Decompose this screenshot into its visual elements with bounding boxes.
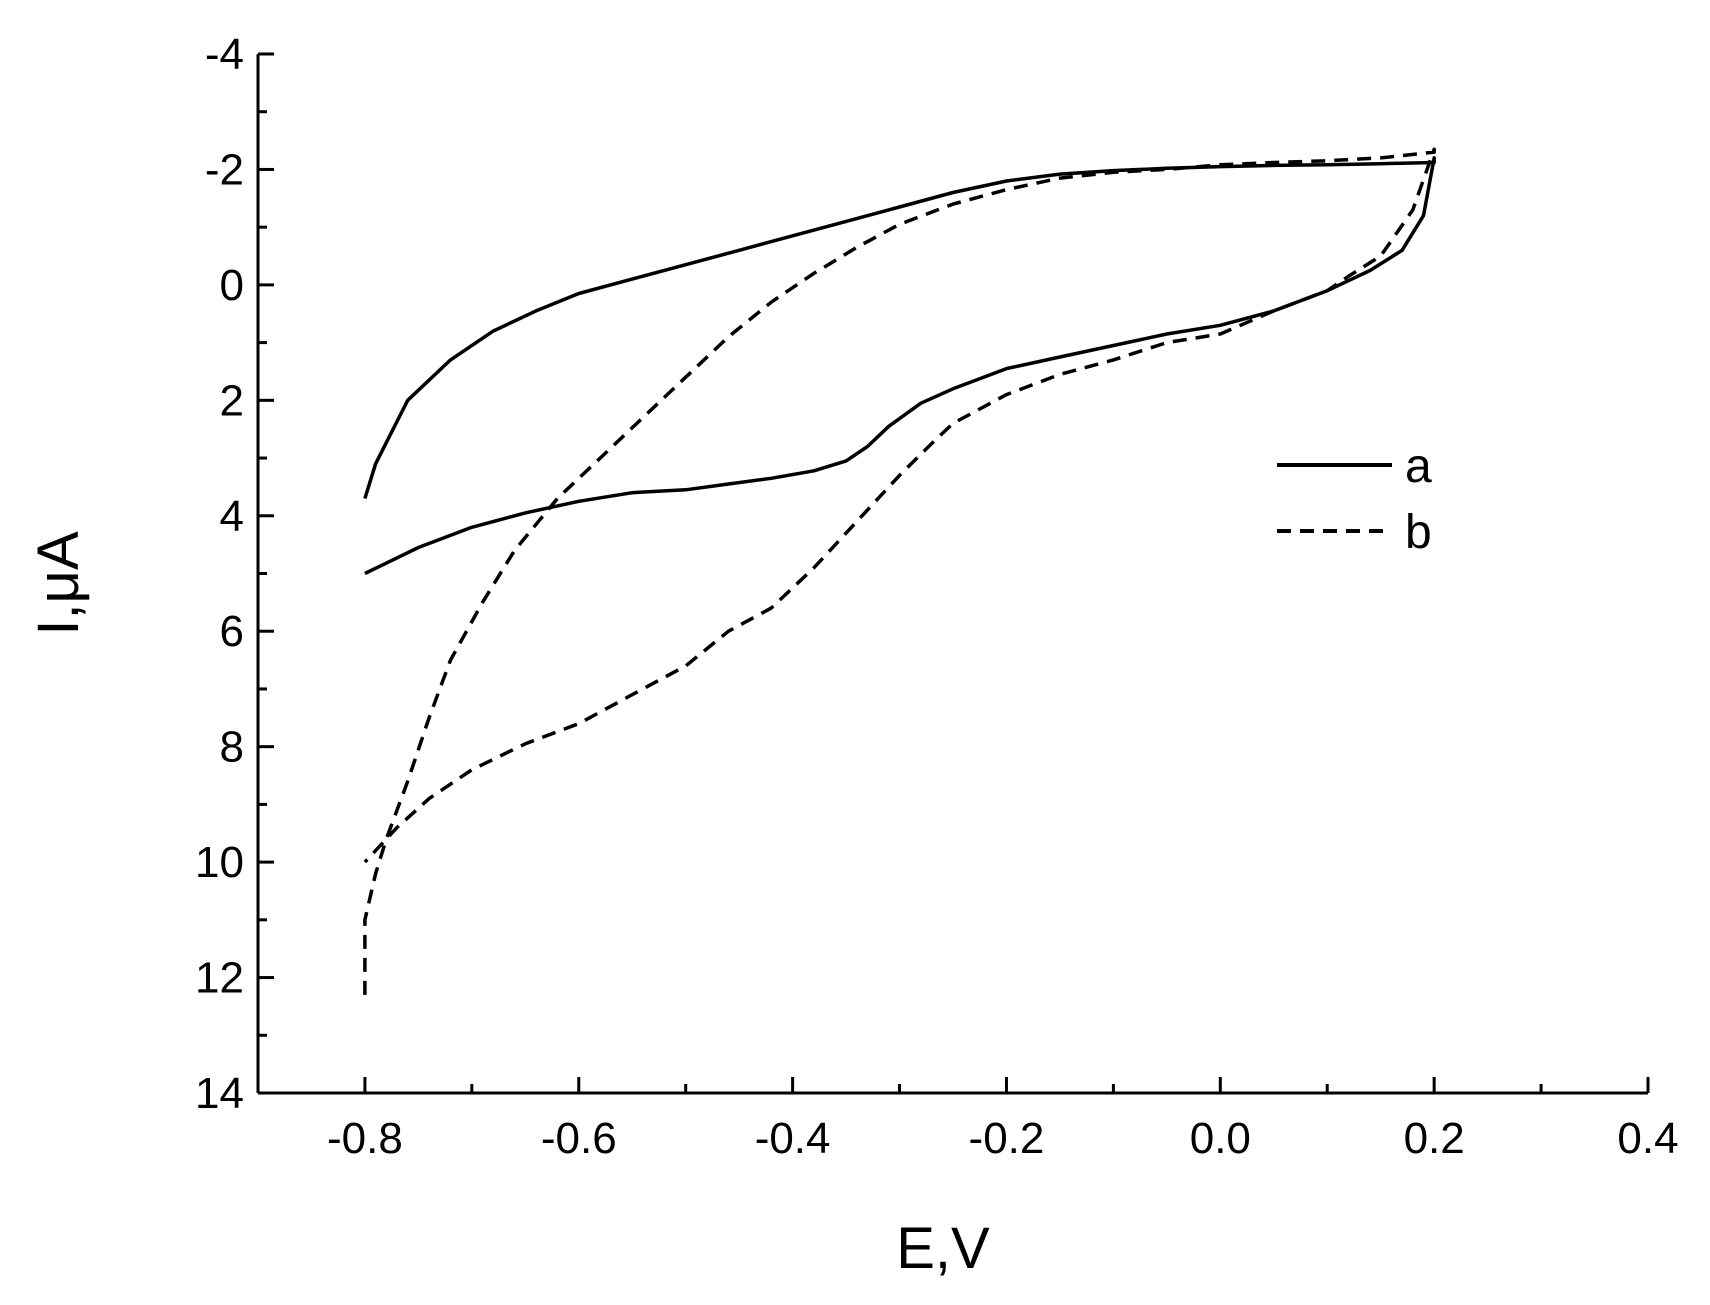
y-tick-label: 4 [220,492,244,541]
y-tick-label: 6 [220,607,244,656]
legend-label-b: b [1405,506,1432,559]
y-tick-label: -2 [205,145,244,194]
y-tick-label: -4 [205,30,244,79]
y-axis-title: I,μA [26,531,91,636]
y-tick-label: 2 [220,376,244,425]
axis-ticks [256,52,1650,1095]
x-tick-label: -0.6 [541,1114,617,1163]
x-tick-label: -0.2 [969,1114,1045,1163]
axes [256,54,1648,1095]
x-tick-label: -0.4 [755,1114,831,1163]
series-layer [363,147,1436,995]
axis-labels: -4 -2 0 2 4 6 8 10 12 14 -0.8 -0.6 -0.4 -0.2 0.0 0.2 0.4… [26,30,1679,1281]
legend-label-a: a [1405,440,1432,493]
legend: ab [1277,440,1432,559]
y-tick-label: 8 [220,723,244,772]
x-tick-label: 0.4 [1617,1114,1678,1163]
series-line-b [363,147,1436,995]
series-line-a [363,156,1436,576]
y-tick-label: 12 [195,954,244,1003]
x-tick-label: 0.2 [1404,1114,1465,1163]
x-axis-title: E,V [896,1216,990,1281]
y-tick-label: 0 [220,261,244,310]
y-tick-label: 14 [195,1069,244,1118]
y-tick-label: 10 [195,838,244,887]
x-tick-label: -0.8 [327,1114,403,1163]
x-tick-label: 0.0 [1190,1114,1251,1163]
